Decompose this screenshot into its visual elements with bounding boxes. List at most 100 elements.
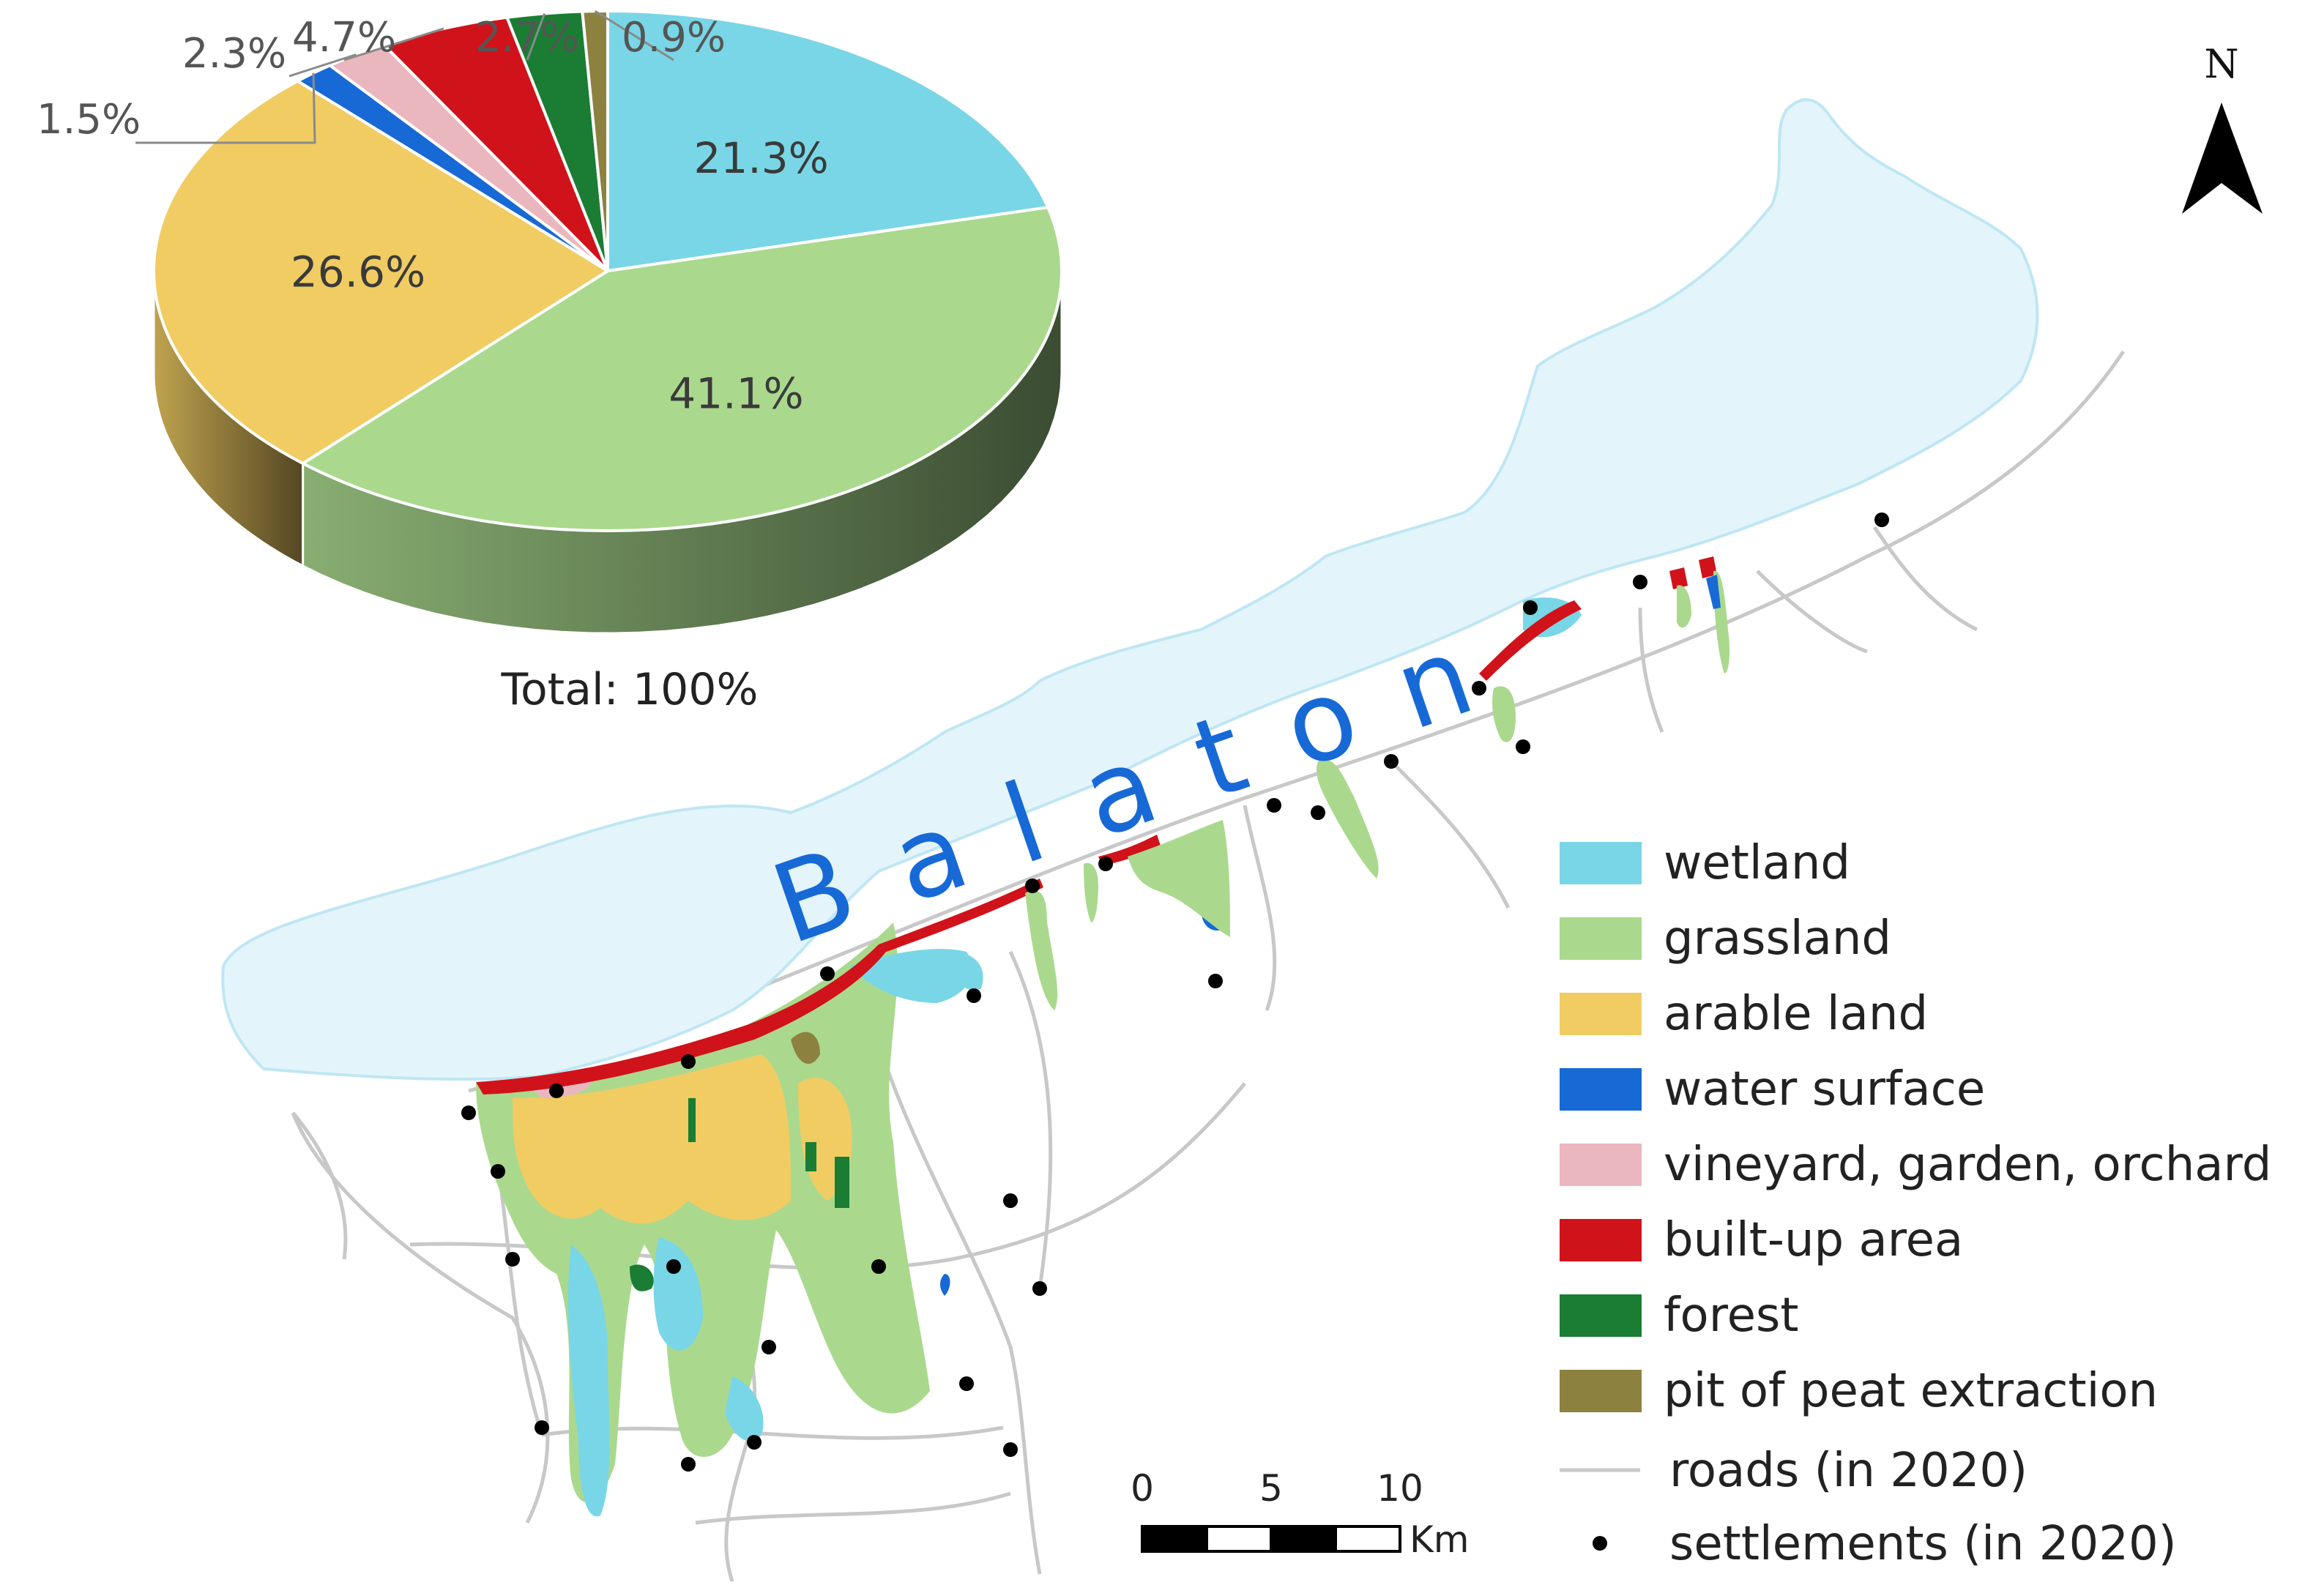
legend-swatch-arable-land xyxy=(1560,993,1642,1035)
legend-swatch-pit-of-peat-extraction xyxy=(1560,1370,1642,1412)
patch-builtup-3 xyxy=(1098,835,1161,865)
pie-slice-built-up-area xyxy=(381,15,609,272)
patch-water-1 xyxy=(940,1274,950,1296)
patch-grass-mid-1 xyxy=(1025,890,1058,1010)
north-arrow: N xyxy=(2182,41,2263,214)
pie-slices xyxy=(152,9,1063,532)
settlement-point xyxy=(761,1340,776,1354)
legend-settlement-symbol xyxy=(1593,1536,1607,1551)
scale-segment xyxy=(1141,1525,1208,1553)
settlement-point xyxy=(491,1164,505,1179)
pie-leader-line xyxy=(288,53,357,78)
legend-label-built-up-area: built-up area xyxy=(1664,1213,1963,1267)
legend-swatch-vineyard-garden-orchard xyxy=(1560,1144,1642,1186)
settlement-point xyxy=(666,1259,681,1274)
patch-builtup-2 xyxy=(879,879,1043,953)
scale-unit: Km xyxy=(1410,1518,1470,1561)
settlement-point xyxy=(535,1420,549,1435)
settlement-point xyxy=(505,1252,520,1267)
pie-slice-arable-land xyxy=(152,79,611,466)
legend-swatch-water-surface xyxy=(1560,1068,1642,1111)
pie-leader-line xyxy=(594,10,674,61)
legend-label-vineyard-garden-orchard: vineyard, garden, orchard xyxy=(1664,1138,2271,1192)
patch-forest-1 xyxy=(688,1098,696,1142)
legend-swatch-built-up-area xyxy=(1560,1219,1642,1261)
settlement-point xyxy=(461,1105,476,1120)
settlement-point xyxy=(747,1435,761,1450)
pie-data-labels: 21.3% 41.1% 26.6% 1.5% 2.3% 4.7% 2.7% 0.9% xyxy=(37,14,829,418)
settlement-point xyxy=(1523,600,1538,615)
lake-balaton xyxy=(221,98,2039,1081)
legend-label-forest: forest xyxy=(1664,1289,1798,1343)
patch-wetland-1 xyxy=(567,1245,610,1517)
settlement-point xyxy=(1267,798,1281,813)
settlement-point xyxy=(1003,1442,1018,1457)
settlement-point xyxy=(1472,681,1486,696)
patch-builtup-6 xyxy=(1699,556,1717,578)
settlement-point xyxy=(1208,974,1223,988)
legend-settlements-label: settlements (in 2020) xyxy=(1669,1517,2177,1571)
settlement-point xyxy=(871,1259,886,1274)
road-east-3 xyxy=(1638,607,1664,733)
settlement-point xyxy=(1098,857,1113,871)
north-label: N xyxy=(2204,41,2238,87)
settlement-point xyxy=(820,966,835,981)
settlement-point xyxy=(681,1054,696,1069)
legend-label-wetland: wetland xyxy=(1664,836,1850,890)
road-east-2 xyxy=(1390,760,1511,909)
patch-grass-mid-3 xyxy=(1084,862,1098,922)
scale-segment xyxy=(1334,1525,1401,1553)
pie-leader-lines xyxy=(135,10,674,144)
settlement-point xyxy=(1516,739,1530,754)
patch-grass-mid-2 xyxy=(1128,820,1230,937)
pie-label-arable-land: 26.6% xyxy=(291,247,425,297)
settlement-point xyxy=(959,1376,974,1391)
patch-grass-mid-4 xyxy=(1317,759,1379,879)
scale-bar: 0 5 10 Km xyxy=(1131,1467,1469,1561)
north-arrow-icon xyxy=(2182,102,2263,214)
settlement-point xyxy=(1003,1193,1018,1208)
pie-slice-grassland xyxy=(299,206,1063,532)
legend-label-grassland: grassland xyxy=(1664,911,1891,966)
patch-forest-2 xyxy=(805,1142,816,1171)
legend-label-water-surface: water surface xyxy=(1664,1062,1985,1116)
pie-label-grassland: 41.1% xyxy=(669,368,803,418)
legend-label-pit-of-peat-extraction: pit of peat extraction xyxy=(1664,1364,2158,1418)
settlement-point xyxy=(1032,1281,1047,1296)
patch-wetland-4 xyxy=(725,1376,764,1442)
pie-label-water-surface: 1.5% xyxy=(37,96,141,143)
land-use-pie-chart: 21.3% 41.1% 26.6% 1.5% 2.3% 4.7% 2.7% 0.9% Tota… xyxy=(37,9,1063,715)
settlement-point xyxy=(1025,879,1040,893)
pie-label-built-up-area: 4.7% xyxy=(292,14,396,61)
patch-wetland-2 xyxy=(653,1237,703,1351)
patch-forest-4 xyxy=(835,1157,849,1208)
pie-label-pit-of-peat-extraction: 0.9% xyxy=(622,14,726,61)
scale-tick-10: 10 xyxy=(1377,1467,1423,1510)
patch-builtup-4 xyxy=(1479,600,1582,681)
pie-slice-pit-of-peat-extraction xyxy=(581,9,609,272)
patch-builtup-shore xyxy=(476,944,886,1095)
settlement-point xyxy=(681,1457,696,1472)
patch-grass-mid-6 xyxy=(1677,585,1691,628)
road-bottom xyxy=(695,1491,1011,1525)
scale-segment xyxy=(1205,1525,1273,1553)
patch-forest-3 xyxy=(630,1264,654,1291)
pie-label-wetland: 21.3% xyxy=(693,133,828,183)
settlement-points xyxy=(461,512,1889,1472)
patch-wetland-6 xyxy=(952,952,983,991)
pie-label-forest: 2.7% xyxy=(475,14,579,61)
pie-leader-line xyxy=(343,27,444,61)
road-east-5 xyxy=(1756,570,1868,654)
patch-peat xyxy=(791,1032,820,1064)
pie-slice-wetland xyxy=(606,9,1051,273)
pie-leader-line xyxy=(135,72,316,144)
scale-segment xyxy=(1270,1525,1337,1553)
settlement-point xyxy=(1311,805,1325,820)
scale-tick-0: 0 xyxy=(1131,1467,1154,1510)
settlement-point xyxy=(1384,754,1399,769)
settlement-point xyxy=(1874,512,1889,527)
legend-extra: roads (in 2020) settlements (in 2020) xyxy=(1560,1444,2177,1571)
pie-leader-line xyxy=(526,12,546,61)
patch-builtup-5 xyxy=(1669,567,1688,589)
